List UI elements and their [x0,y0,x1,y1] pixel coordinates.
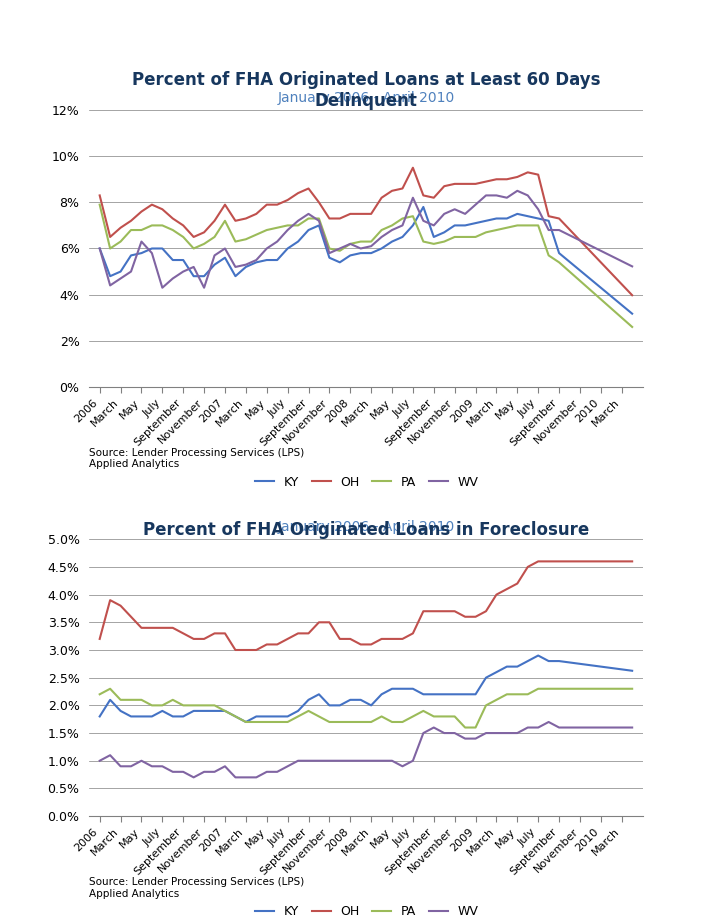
Text: January 2006 - April 2010: January 2006 - April 2010 [277,520,455,534]
Title: Percent of FHA Originated Loans at Least 60 Days
Delinquent: Percent of FHA Originated Loans at Least… [131,72,600,110]
Legend: KY, OH, PA, WV: KY, OH, PA, WV [251,900,483,917]
Text: Source: Lender Processing Services (LPS)
Applied Analytics: Source: Lender Processing Services (LPS)… [89,447,304,470]
Text: Source: Lender Processing Services (LPS)
Applied Analytics: Source: Lender Processing Services (LPS)… [89,877,304,899]
Legend: KY, OH, PA, WV: KY, OH, PA, WV [251,470,483,493]
Title: Percent of FHA Originated Loans in Foreclosure: Percent of FHA Originated Loans in Forec… [143,521,589,539]
Text: January 2006 - April 2010: January 2006 - April 2010 [277,91,455,105]
